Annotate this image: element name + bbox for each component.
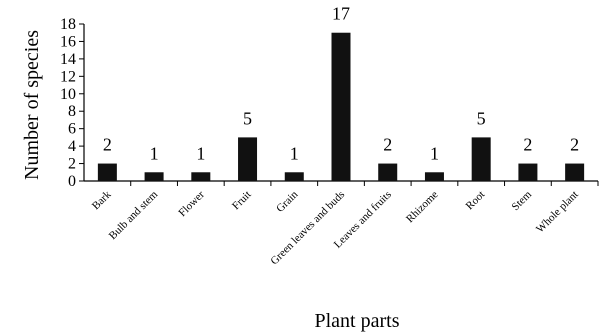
x-tick-label: Bulb and stem — [107, 188, 161, 242]
y-tick-label: 0 — [68, 173, 76, 190]
bar — [378, 163, 398, 181]
bar — [284, 172, 304, 181]
data-label: 1 — [150, 143, 159, 163]
data-label: 2 — [383, 135, 392, 155]
x-tick-label: Fruit — [230, 189, 254, 213]
y-tick-label: 14 — [60, 51, 76, 68]
y-tick-label: 6 — [68, 121, 76, 138]
data-label: 2 — [523, 135, 532, 155]
data-labels: 2 1 1 5 1 17 2 1 5 2 2 — [103, 4, 579, 164]
x-axis-title: Plant parts — [315, 310, 400, 332]
x-tick-label: Root — [464, 189, 488, 213]
x-tick-label: Grain — [274, 188, 301, 215]
data-label: 1 — [290, 143, 299, 163]
bar — [191, 172, 211, 181]
x-tick-label: Rhizome — [404, 189, 441, 226]
data-label: 1 — [430, 143, 439, 163]
data-label: 2 — [103, 135, 112, 155]
bar — [238, 137, 258, 181]
bars — [97, 32, 585, 181]
bar — [471, 137, 491, 181]
y-tick-label: 12 — [60, 68, 76, 85]
y-tick-label: 18 — [60, 16, 76, 33]
y-tick-label: 10 — [60, 86, 76, 103]
x-tick-label: Bark — [90, 188, 114, 212]
data-label: 5 — [477, 108, 486, 128]
x-tick-label: Stem — [510, 188, 535, 213]
y-tick-label: 2 — [68, 156, 76, 173]
y-axis-title: Number of species — [21, 30, 43, 180]
bar — [565, 163, 585, 181]
y-tick-label: 16 — [60, 33, 76, 50]
bar — [97, 163, 117, 181]
data-label: 17 — [332, 4, 350, 24]
data-label: 2 — [570, 135, 579, 155]
x-tick-label: Flower — [176, 188, 207, 219]
bar — [424, 172, 444, 181]
y-tick-label: 8 — [68, 103, 76, 120]
x-tick-label: Whole plant — [534, 189, 581, 236]
data-label: 1 — [196, 143, 205, 163]
y-tick-label: 4 — [68, 138, 76, 155]
data-label: 5 — [243, 108, 252, 128]
bar — [518, 163, 538, 181]
bar — [144, 172, 164, 181]
bar — [331, 32, 351, 181]
